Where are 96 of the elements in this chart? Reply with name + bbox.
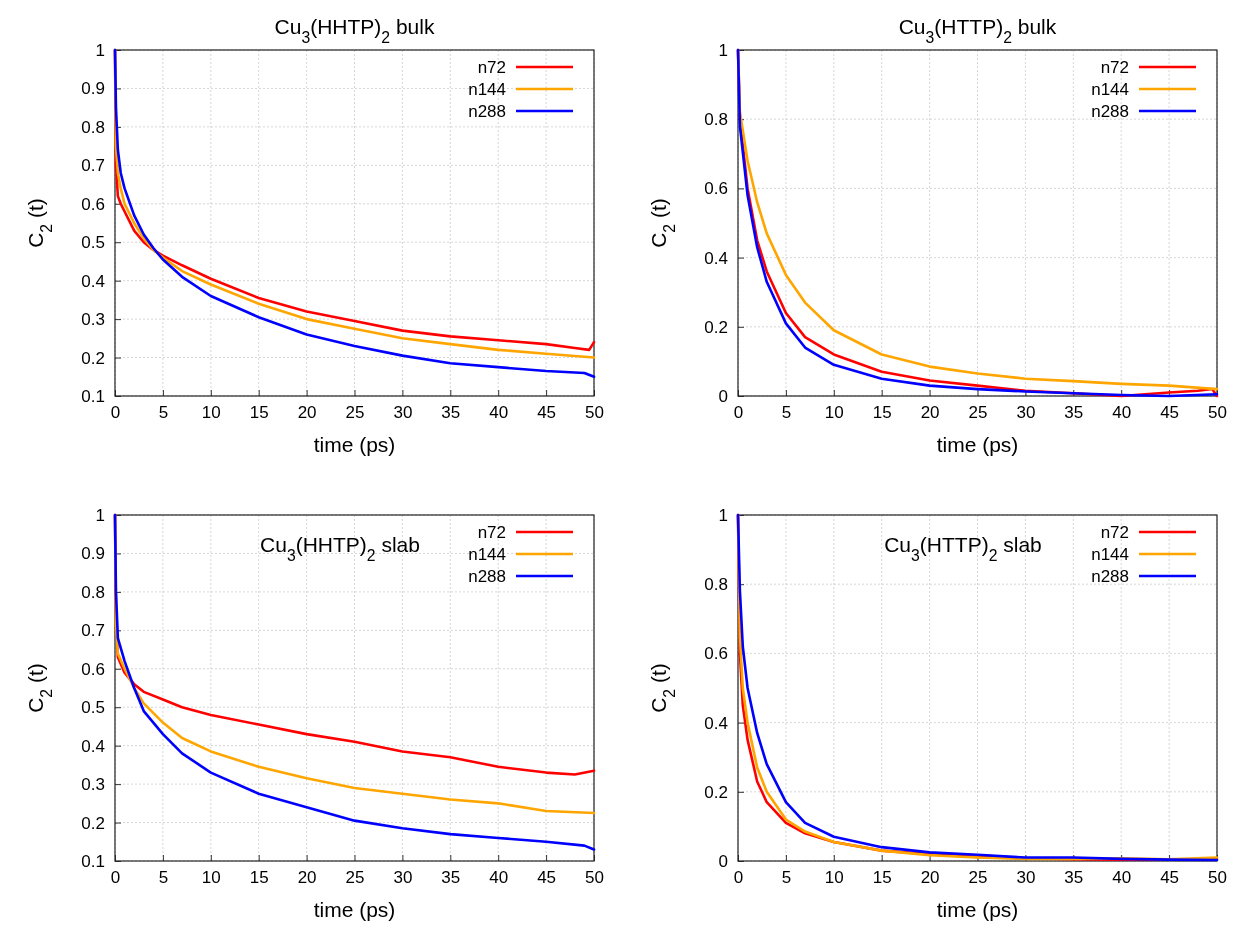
y-tick-label: 0 [718,851,728,871]
y-tick-label: 0.5 [81,698,105,718]
x-axis-title: time (ps) [936,433,1019,456]
x-tick-label: 40 [1112,868,1132,888]
legend-label: n144 [468,80,506,99]
x-tick-label: 30 [1016,403,1036,423]
x-tick-label: 50 [585,403,604,423]
y-tick-label: 0.2 [704,317,728,337]
y-tick-label: 0.1 [81,851,105,871]
y-tick-label: 0.3 [81,775,105,795]
y-tick-label: 1 [718,505,728,525]
legend-label: n144 [1091,80,1129,99]
legend-label: n72 [1100,58,1129,77]
y-tick-label: 0.5 [81,233,105,253]
y-tick-label: 0 [718,386,728,406]
x-tick-label: 50 [1208,868,1227,888]
x-tick-label: 20 [920,868,940,888]
legend-label: n288 [1091,567,1129,586]
y-tick-label: 0.3 [81,310,105,330]
y-tick-label: 0.8 [81,117,105,137]
x-tick-label: 5 [781,868,792,888]
x-tick-label: 15 [249,868,269,888]
y-tick-label: 0.2 [704,782,728,802]
x-tick-label: 10 [201,403,221,423]
annotation: Cu$_{3}$(HTTP)$_{2}$ slab [884,533,1042,564]
x-tick-label: 30 [393,403,413,423]
legend-label: n288 [468,567,506,586]
y-tick-label: 1 [718,40,728,60]
x-tick-label: 0 [733,868,744,888]
x-tick-label: 45 [1160,868,1180,888]
x-tick-label: 25 [345,868,365,888]
legend-label: n144 [1091,545,1129,564]
chart-title: Cu$_{3}$(HTTP)$_{2}$ bulk [898,15,1057,46]
x-tick-label: 35 [441,403,461,423]
legend-label: n288 [468,102,506,121]
x-tick-label: 45 [537,868,557,888]
y-tick-label: 0.4 [704,248,728,268]
y-tick-label: 0.9 [81,79,105,99]
legend-label: n144 [468,545,506,564]
x-tick-label: 30 [1016,868,1036,888]
x-tick-label: 40 [489,868,509,888]
chart-title: Cu$_{3}$(HHTP)$_{2}$ bulk [274,15,435,46]
annotation: Cu$_{3}$(HHTP)$_{2}$ slab [260,533,420,564]
x-tick-label: 20 [297,868,317,888]
x-tick-label: 0 [733,403,744,423]
y-tick-label: 0.2 [81,813,105,833]
x-tick-label: 35 [1064,403,1084,423]
y-tick-label: 1 [95,40,105,60]
y-tick-label: 0.6 [704,179,728,199]
x-tick-label: 0 [110,868,121,888]
x-tick-label: 5 [158,403,169,423]
y-tick-label: 0.1 [81,386,105,406]
x-axis-title: time (ps) [936,898,1019,921]
y-tick-label: 0.6 [704,644,728,664]
y-tick-label: 0.6 [81,194,105,214]
y-tick-label: 0.8 [81,582,105,602]
x-tick-label: 15 [872,403,892,423]
y-tick-label: 0.4 [81,271,105,291]
x-axis-title: time (ps) [313,898,396,921]
x-tick-label: 20 [297,403,317,423]
x-tick-label: 50 [585,868,604,888]
x-tick-label: 20 [920,403,940,423]
y-tick-label: 0.8 [704,575,728,595]
y-tick-label: 0.7 [81,156,105,176]
legend-label: n72 [1100,523,1129,542]
y-tick-label: 0.6 [81,659,105,679]
x-tick-label: 25 [345,403,365,423]
x-tick-label: 5 [781,403,792,423]
x-tick-label: 0 [110,403,121,423]
x-tick-label: 15 [872,868,892,888]
legend-label: n72 [477,523,506,542]
y-tick-label: 0.8 [704,110,728,130]
y-tick-label: 0.9 [81,544,105,564]
legend-label: n72 [477,58,506,77]
x-tick-label: 25 [968,403,988,423]
x-tick-label: 35 [441,868,461,888]
x-tick-label: 40 [1112,403,1132,423]
x-tick-label: 25 [968,868,988,888]
x-tick-label: 5 [158,868,169,888]
x-tick-label: 45 [537,403,557,423]
y-tick-label: 0.4 [81,736,105,756]
y-tick-label: 0.7 [81,621,105,641]
x-axis-title: time (ps) [313,433,396,456]
x-tick-label: 10 [824,403,844,423]
x-tick-label: 50 [1208,403,1227,423]
y-tick-label: 0.4 [704,713,728,733]
legend-label: n288 [1091,102,1129,121]
x-tick-label: 10 [824,868,844,888]
x-tick-label: 30 [393,868,413,888]
x-tick-label: 10 [201,868,221,888]
x-tick-label: 45 [1160,403,1180,423]
y-tick-label: 1 [95,505,105,525]
x-tick-label: 15 [249,403,269,423]
x-tick-label: 40 [489,403,509,423]
x-tick-label: 35 [1064,868,1084,888]
y-tick-label: 0.2 [81,348,105,368]
